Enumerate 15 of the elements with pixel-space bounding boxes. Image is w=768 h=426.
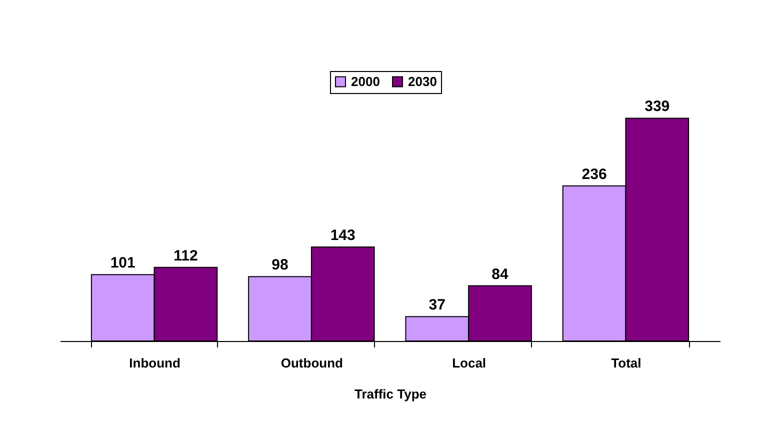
x-tick-label: Total (611, 356, 642, 370)
legend-label: 2030 (408, 74, 437, 89)
data-label: 101 (110, 254, 136, 272)
x-axis-title: Traffic Type (354, 386, 427, 402)
data-label: 112 (174, 247, 198, 264)
data-label: 143 (330, 227, 356, 244)
data-label: 236 (582, 166, 607, 183)
x-tick-label: Inbound (129, 356, 180, 370)
data-label: 98 (272, 256, 288, 274)
x-tick-label: Local (452, 356, 486, 370)
data-label: 84 (492, 266, 509, 283)
x-tick-label: Outbound (280, 356, 344, 370)
data-label: 339 (644, 98, 670, 116)
legend-label: 2000 (351, 74, 380, 89)
data-label: 37 (428, 296, 446, 314)
